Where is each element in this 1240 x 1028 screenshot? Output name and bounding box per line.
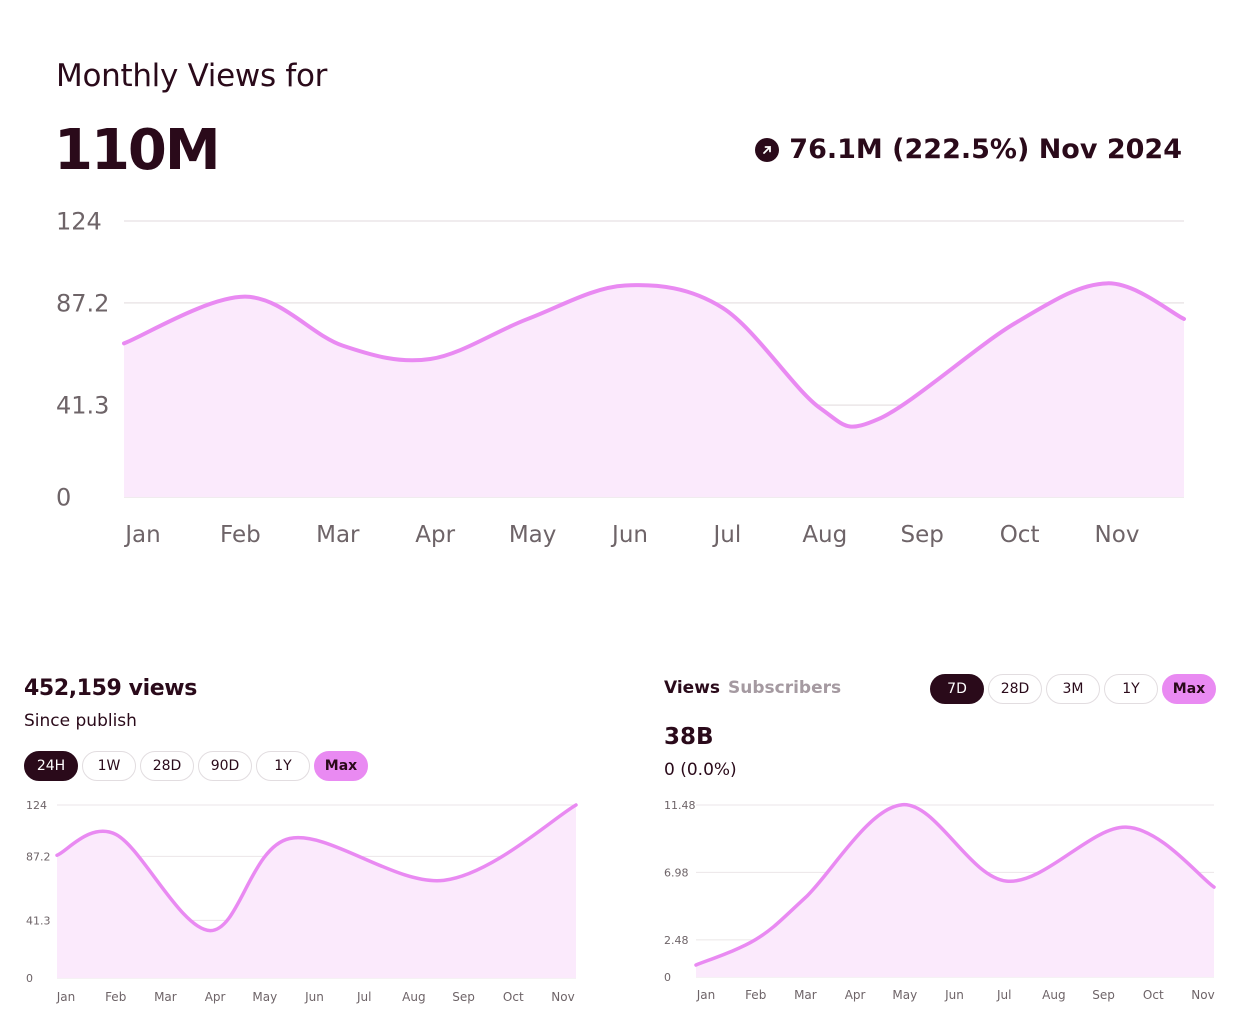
x-tick-label: Sep [1092,988,1115,1002]
x-tick-label: Nov [1095,522,1140,548]
x-tick-label: Feb [220,522,261,548]
x-tick-label: Apr [205,990,226,1004]
x-tick-label: Jan [696,988,716,1002]
tab-subscribers[interactable]: Subscribers [728,678,842,698]
x-tick-label: Jan [123,522,160,548]
range-28d-button-right[interactable]: 28D [988,674,1042,704]
x-tick-label: Sep [452,990,475,1004]
y-tick-label: 87.2 [26,850,51,863]
left-small-chart: 0 41.3 87.2 124 Jan Feb Mar Apr May Jun Jul Aug Sep O… [26,799,578,1004]
area-fill [696,804,1214,977]
x-tick-label: Nov [551,990,574,1004]
arrow-up-right-icon [755,137,780,162]
y-tick-label: 124 [26,799,47,812]
x-tick-label: May [509,522,557,548]
y-tick-label: 41.3 [26,914,51,927]
x-tick-label: Mar [154,990,177,1004]
area-fill [57,805,576,978]
range-28d-button[interactable]: 28D [140,751,194,781]
right-delta-value: 0 (0.0%) [664,760,737,780]
series-line [122,281,1186,429]
tab-views[interactable]: Views [664,678,721,698]
x-tick-label: Jun [944,988,964,1002]
x-tick-label: Nov [1191,988,1214,1002]
x-tick-label: Feb [105,990,126,1004]
x-tick-label: Jun [610,522,648,548]
y-tick-label: 124 [56,208,102,236]
since-publish-label: Since publish [24,711,137,731]
views-count: 452,159 views [24,676,197,701]
range-1w-button[interactable]: 1W [82,751,136,781]
y-tick-label: 87.2 [56,290,109,318]
x-tick-label: Jul [996,988,1011,1002]
range-max-button-right[interactable]: Max [1162,674,1216,704]
x-tick-label: Jul [356,990,371,1004]
range-7d-button[interactable]: 7D [930,674,984,704]
x-tick-label: May [252,990,277,1004]
change-text: 76.1M (222.5%) Nov 2024 [789,134,1182,165]
x-tick-label: Jul [712,522,742,548]
total-views-value: 110M [54,118,221,183]
x-tick-label: Oct [1000,522,1040,548]
y-tick-label: 0 [664,971,671,984]
range-90d-button[interactable]: 90D [198,751,252,781]
x-tick-label: Mar [316,522,360,548]
y-tick-label: 41.3 [56,392,109,420]
range-1y-button[interactable]: 1Y [256,751,310,781]
right-total-value: 38B [664,724,714,750]
x-tick-label: Apr [845,988,866,1002]
x-tick-label: Jan [56,990,76,1004]
y-tick-label: 2.48 [664,934,689,947]
x-tick-label: Apr [415,522,455,548]
right-range-selector: 7D 28D 3M 1Y Max [930,674,1216,704]
y-tick-label: 0 [26,972,33,985]
x-tick-label: Aug [1042,988,1065,1002]
x-tick-label: Feb [745,988,766,1002]
chart-title: Monthly Views for [56,58,328,94]
main-monthly-chart: 0 41.3 87.2 124 Jan Feb Mar Apr May Jun Jul Aug Sep O… [56,208,1186,548]
range-3m-button[interactable]: 3M [1046,674,1100,704]
left-range-selector: 24H 1W 28D 90D 1Y Max [24,751,368,781]
x-tick-label: May [892,988,917,1002]
x-tick-label: Aug [402,990,425,1004]
y-tick-label: 11.48 [664,799,696,812]
x-tick-label: Sep [901,522,944,548]
range-24h-button[interactable]: 24H [24,751,78,781]
x-tick-label: Oct [1143,988,1164,1002]
x-tick-label: Oct [503,990,524,1004]
area-fill [124,283,1184,497]
series-line [694,802,1216,967]
x-tick-label: Mar [794,988,817,1002]
change-summary: 76.1M (222.5%) Nov 2024 [755,134,1182,165]
y-tick-label: 6.98 [664,866,689,879]
range-1y-button-right[interactable]: 1Y [1104,674,1158,704]
y-tick-label: 0 [56,484,71,512]
right-small-chart: 0 2.48 6.98 11.48 Jan Feb Mar Apr May Jun Jul Aug Se… [664,799,1216,1002]
range-max-button[interactable]: Max [314,751,368,781]
x-tick-label: Aug [802,522,847,548]
series-line [55,803,578,933]
x-tick-label: Jun [304,990,324,1004]
